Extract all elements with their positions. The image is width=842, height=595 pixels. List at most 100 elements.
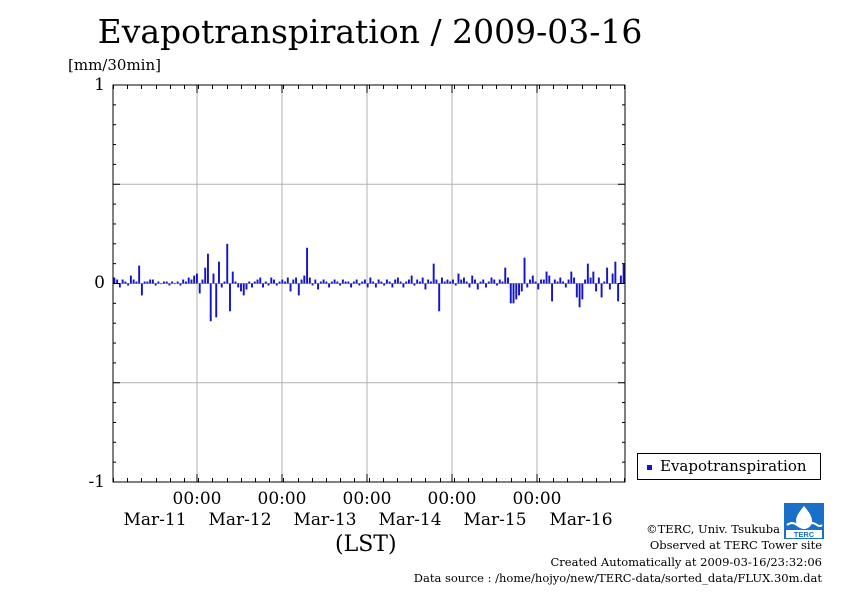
bar-1 [116,279,119,284]
x-tick-date-1: Mar-11 [123,510,187,530]
bar-134 [482,279,485,284]
bar-31 [198,283,201,294]
bar-47 [242,283,245,296]
bar-97 [380,281,383,284]
bar-141 [501,281,504,284]
bar-29 [193,275,196,284]
footer-copyright: ©TERC, Univ. Tsukuba [646,522,780,536]
bar-44 [234,281,237,284]
bar-27 [187,277,190,284]
grid-lines [113,85,625,482]
x-tick-time-4: 00:00 [427,489,477,509]
bar-133 [479,281,482,284]
bar-88 [355,279,358,284]
bar-128 [465,281,468,284]
bar-9 [138,265,141,284]
x-tick-time-3: 00:00 [342,489,392,509]
bar-129 [468,283,471,288]
bar-121 [446,279,449,284]
bar-37 [215,283,218,318]
bar-80 [333,279,336,284]
bar-172 [586,263,589,284]
bar-16 [157,281,160,284]
bar-51 [253,281,256,284]
bar-148 [520,283,523,292]
bar-102 [394,279,397,284]
bar-0 [113,277,116,284]
bar-24 [179,283,182,286]
bar-185 [622,263,625,284]
bar-43 [231,271,234,284]
bar-184 [619,275,622,284]
bar-5 [127,283,130,286]
bar-117 [435,279,438,284]
bar-25 [182,279,185,284]
bar-106 [405,281,408,284]
bar-52 [256,279,259,284]
x-tick-date-2: Mar-12 [208,510,272,530]
x-tick-date-6: Mar-16 [549,510,613,530]
bar-65 [292,279,295,284]
bar-146 [515,283,518,300]
footer-observed: Observed at TERC Tower site [649,538,822,552]
bar-40 [223,281,226,284]
x-tick-date-5: Mar-15 [463,510,527,530]
bar-166 [570,271,573,284]
bar-53 [259,277,262,284]
bar-11 [143,281,146,284]
logo-text: TERC [794,530,815,539]
bar-64 [289,283,292,292]
axis-ticks [113,84,625,483]
bar-113 [424,283,427,290]
bar-143 [507,277,509,284]
bar-152 [531,275,534,284]
bar-111 [418,281,421,284]
bar-122 [449,281,452,284]
legend: Evapotranspiration [637,453,821,480]
bar-46 [240,283,242,292]
terc-logo: TERC [784,503,824,539]
bar-77 [325,281,328,284]
bar-136 [487,281,490,284]
bar-12 [146,281,149,284]
footer-source: Data source : /home/hojyo/new/TERC-data/… [413,571,822,585]
bar-55 [264,281,267,284]
bar-142 [504,267,507,284]
bar-145 [512,283,515,304]
x-tick-time-1: 00:00 [172,489,222,509]
bar-75 [319,281,322,284]
bar-126 [460,279,463,284]
bar-140 [498,279,501,284]
bar-112 [421,277,424,284]
bar-132 [476,283,479,290]
bar-167 [573,277,576,284]
bar-59 [275,283,278,286]
bar-170 [581,283,584,300]
bar-2 [118,283,121,288]
bar-108 [410,275,413,284]
bar-7 [132,279,135,284]
bar-109 [413,283,416,286]
bar-118 [438,283,441,312]
chart-title: Evapotranspiration / 2009-03-16 [97,12,643,51]
bar-90 [361,281,364,284]
bar-87 [352,281,355,284]
bar-160 [553,279,556,284]
bar-series [113,243,625,322]
bar-125 [457,273,460,284]
y-axis-unit: [mm/30min] [68,56,161,74]
x-tick-date-4: Mar-14 [378,510,442,530]
bar-100 [388,281,391,284]
bar-78 [328,283,331,288]
bar-62 [284,281,287,284]
bar-28 [190,279,193,284]
bar-17 [160,283,163,285]
bar-92 [366,283,369,288]
footer-created: Created Automatically at 2009-03-16/23:3… [550,555,823,569]
bar-162 [559,277,562,284]
bar-149 [523,257,526,284]
bar-26 [184,281,187,284]
bar-85 [347,281,350,284]
bar-79 [330,281,333,284]
